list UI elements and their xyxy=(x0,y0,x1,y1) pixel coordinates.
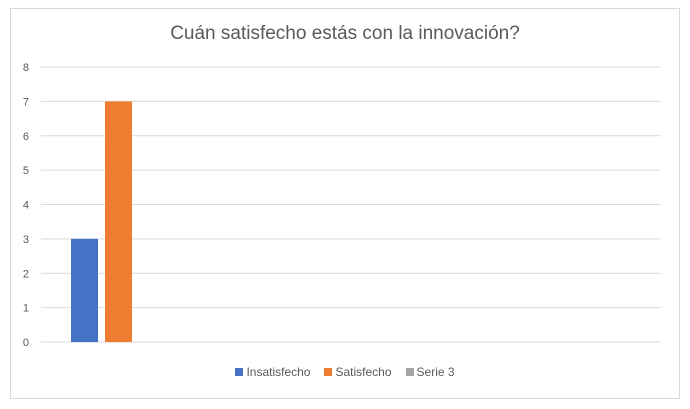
y-tick-label: 2 xyxy=(23,268,29,280)
chart-plot: 0 1 2 3 4 5 6 7 8 xyxy=(23,62,661,349)
y-tick-label: 4 xyxy=(23,200,29,212)
y-tick-label: 7 xyxy=(23,96,29,108)
legend: Insatisfecho Satisfecho Serie 3 xyxy=(11,365,679,379)
y-tick-label: 8 xyxy=(23,62,29,74)
chart-frame: Cuán satisfecho estás con la innovación?… xyxy=(10,8,680,399)
legend-label: Insatisfecho xyxy=(246,365,311,379)
legend-item: Satisfecho xyxy=(324,365,392,379)
legend-label: Serie 3 xyxy=(416,365,455,379)
y-tick-label: 3 xyxy=(23,234,29,246)
y-tick-label: 6 xyxy=(23,131,29,143)
legend-swatch xyxy=(235,368,244,376)
legend-item: Serie 3 xyxy=(405,365,455,379)
legend-swatch xyxy=(405,368,414,376)
chart-title: Cuán satisfecho estás con la innovación? xyxy=(170,23,520,44)
legend-swatch xyxy=(324,368,333,376)
legend-item: Insatisfecho xyxy=(235,365,310,379)
legend-label: Satisfecho xyxy=(335,365,392,379)
y-tick-label: 0 xyxy=(23,337,29,349)
y-tick-label: 5 xyxy=(23,165,29,177)
bar-insatisfecho xyxy=(71,238,98,342)
bar-satisfecho xyxy=(105,101,132,342)
y-tick-label: 1 xyxy=(23,303,29,315)
